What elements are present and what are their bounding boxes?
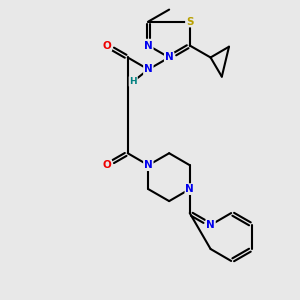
Text: O: O	[103, 160, 111, 170]
Text: N: N	[144, 64, 153, 74]
Text: N: N	[206, 220, 215, 230]
Text: S: S	[186, 16, 194, 27]
Text: N: N	[144, 40, 153, 50]
Text: O: O	[103, 40, 111, 50]
Text: N: N	[144, 160, 153, 170]
Text: H: H	[129, 77, 137, 86]
Text: N: N	[185, 184, 194, 194]
Text: N: N	[165, 52, 173, 62]
